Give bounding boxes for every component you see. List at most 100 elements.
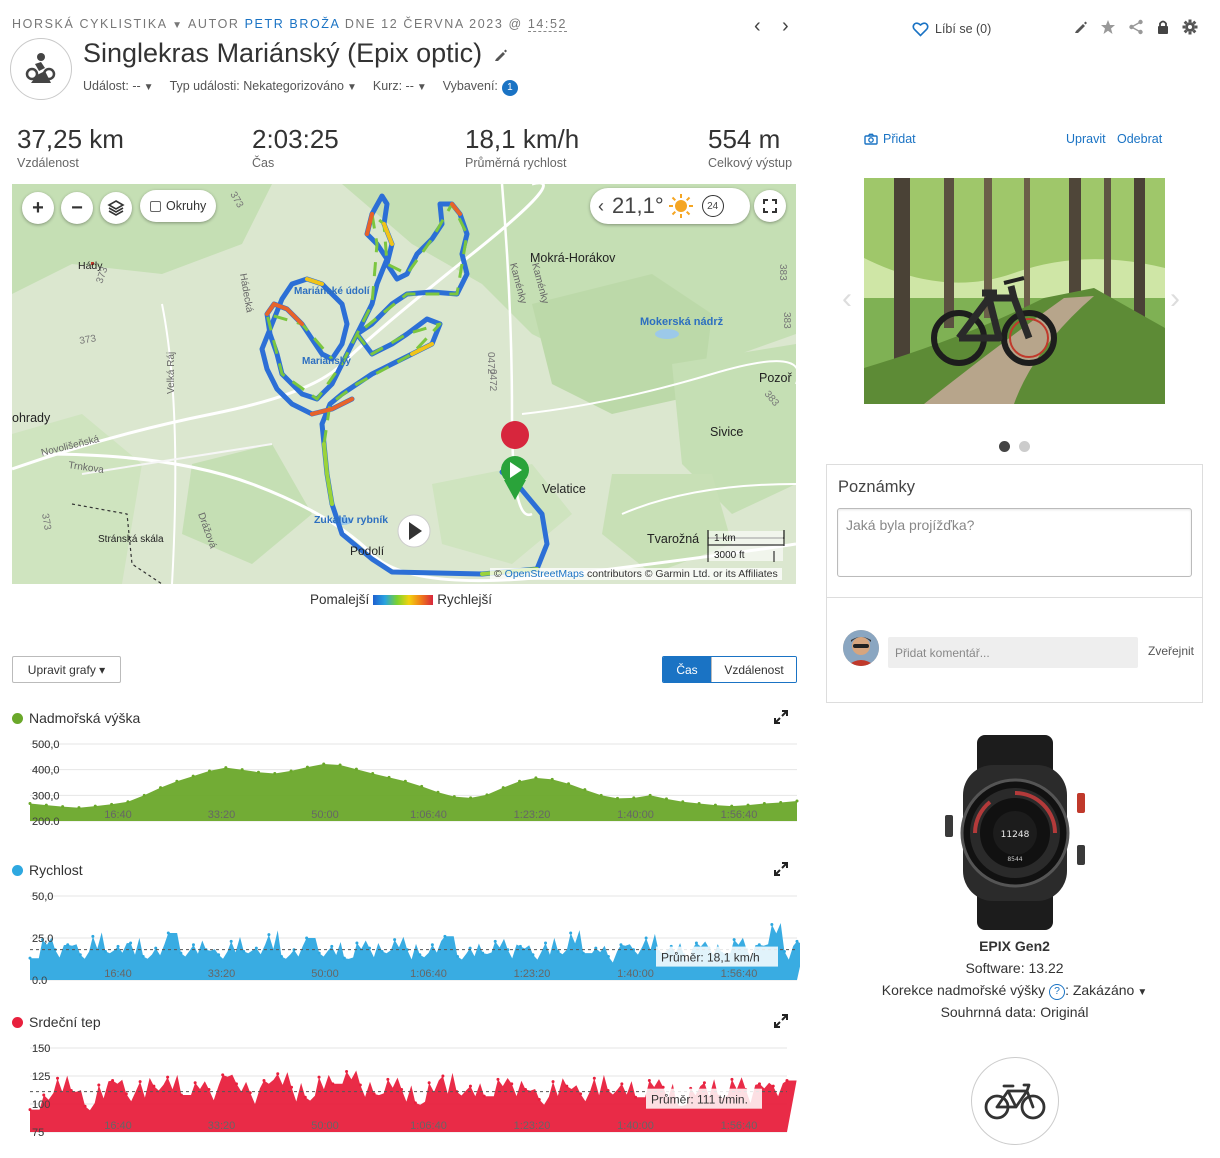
activity-category[interactable]: HORSKÁ CYKLISTIKA xyxy=(12,17,168,31)
route-map[interactable]: Hády Mokrá-Horákov Mokerská nádrž Pozoř … xyxy=(12,184,796,584)
data-point xyxy=(771,1084,775,1088)
map-label: 0472 xyxy=(485,352,496,375)
help-icon[interactable]: ? xyxy=(1049,984,1066,1000)
data-point xyxy=(569,931,573,935)
elevation-chart[interactable]: 500,0400,0300,0200,0500,0400,0300,0200,0… xyxy=(0,735,800,825)
pencil-icon[interactable] xyxy=(1074,20,1088,34)
photo-pager-dot[interactable] xyxy=(1019,441,1030,452)
average-label-bg xyxy=(656,946,778,967)
category-caret-icon[interactable]: ▼ xyxy=(172,20,184,31)
notes-textarea[interactable]: Jaká byla projížďka? xyxy=(837,508,1192,577)
course-dropdown[interactable]: Kurz: -- ▼ xyxy=(373,79,427,96)
laps-checkbox[interactable] xyxy=(150,200,161,212)
star-icon[interactable] xyxy=(1100,19,1116,35)
data-point xyxy=(141,954,145,958)
event-dropdown[interactable]: Událost: -- ▼ xyxy=(83,79,154,96)
gear-icon[interactable] xyxy=(1182,19,1198,35)
data-point xyxy=(583,788,587,792)
photo-pager-dot[interactable] xyxy=(999,441,1010,452)
activity-title[interactable]: Singlekras Mariánský (Epix optic) xyxy=(83,38,483,68)
heart-icon xyxy=(912,22,929,37)
photo-next-icon[interactable]: › xyxy=(1170,282,1180,315)
stat-label: Průměrná rychlost xyxy=(465,156,567,170)
expand-chart-icon[interactable] xyxy=(774,1014,788,1028)
zoom-out-button[interactable]: − xyxy=(61,192,93,224)
notes-card xyxy=(826,464,1203,598)
toggle-time[interactable]: Čas xyxy=(663,657,711,682)
x-tick-label: 1:40:00 xyxy=(617,809,654,821)
previous-activity-icon[interactable]: ‹ xyxy=(754,15,761,37)
data-point xyxy=(191,943,195,947)
data-point xyxy=(441,1074,445,1078)
edit-charts-button[interactable]: Upravit grafy ▾ xyxy=(12,656,121,683)
activity-photo[interactable] xyxy=(864,178,1165,404)
stat-distance: 37,25 km Vzdálenost xyxy=(17,124,124,170)
data-point xyxy=(681,800,685,804)
data-point xyxy=(427,1081,431,1085)
weather-widget[interactable]: ‹ 21,1° 24 xyxy=(590,188,750,224)
next-activity-icon[interactable]: › xyxy=(782,15,789,37)
stat-value: 37,25 km xyxy=(17,124,124,154)
gear-dropdown[interactable]: Vybavení: 1 xyxy=(443,79,518,96)
data-point xyxy=(28,956,32,960)
map-label: 0472 xyxy=(487,369,498,392)
fullscreen-map-button[interactable] xyxy=(754,190,786,222)
map-label: Hády xyxy=(78,260,103,272)
data-point xyxy=(496,1077,500,1081)
data-point xyxy=(229,939,233,943)
map-canvas[interactable]: Hády Mokrá-Horákov Mokerská nádrž Pozoř … xyxy=(12,184,796,584)
event-label: Událost: -- xyxy=(83,79,141,93)
event-type-dropdown[interactable]: Typ události: Nekategorizováno ▼ xyxy=(170,79,357,96)
data-point xyxy=(166,1075,170,1079)
comment-input[interactable]: Přidat komentář... xyxy=(888,637,1138,668)
data-point xyxy=(331,1082,335,1086)
data-point xyxy=(28,1108,32,1112)
author-link[interactable]: PETR BROŽA xyxy=(244,17,340,31)
x-axis-toggle: Čas Vzdálenost xyxy=(662,656,797,683)
data-point xyxy=(713,803,717,807)
data-point xyxy=(276,1072,280,1076)
data-point xyxy=(380,949,384,953)
osm-link[interactable]: OpenStreetMaps xyxy=(504,568,585,580)
laps-toggle[interactable]: Okruhy xyxy=(140,190,217,222)
data-point xyxy=(354,767,358,771)
author-prefix: AUTOR xyxy=(188,17,240,31)
stat-label: Celkový výstup xyxy=(708,156,793,170)
elevation-dot xyxy=(12,712,23,724)
bike-gear-avatar[interactable] xyxy=(971,1057,1059,1145)
x-tick-label: 1:06:40 xyxy=(410,968,447,980)
stat-label: Vzdálenost xyxy=(17,156,79,170)
chevron-left-icon[interactable]: ‹ xyxy=(598,195,604,216)
data-point xyxy=(28,802,32,806)
expand-chart-icon[interactable] xyxy=(774,710,788,724)
add-photo-button[interactable]: Přidat xyxy=(864,132,916,146)
activity-date: DNE 12 ČERVNA 2023 @ xyxy=(344,17,523,31)
expand-chart-icon[interactable] xyxy=(774,862,788,876)
course-label: Kurz: -- xyxy=(372,79,414,93)
hours-badge[interactable]: 24 xyxy=(701,195,724,217)
data-point xyxy=(413,1101,417,1105)
toggle-distance[interactable]: Vzdálenost xyxy=(711,657,796,682)
share-icon[interactable] xyxy=(1128,19,1144,35)
remove-photo-link[interactable]: Odebrat xyxy=(1117,132,1163,146)
data-point xyxy=(702,1081,706,1085)
activity-time[interactable]: 14:52 xyxy=(527,17,568,32)
speed-chart[interactable]: 50,025,00,050,025,00,016:4033:2050:001:0… xyxy=(0,888,800,984)
data-point xyxy=(166,931,170,935)
heart-rate-chart[interactable]: 150125100751501251007516:4033:2050:001:0… xyxy=(0,1040,800,1136)
x-tick-label: 1:06:40 xyxy=(410,1120,447,1132)
zoom-in-button[interactable]: + xyxy=(22,192,54,224)
x-tick-label: 16:40 xyxy=(104,968,132,980)
pencil-icon[interactable] xyxy=(494,48,508,62)
like-button[interactable]: Líbí se (0) xyxy=(912,21,991,37)
edit-photo-link[interactable]: Upravit xyxy=(1066,132,1106,146)
lock-icon[interactable] xyxy=(1156,19,1170,35)
map-layers-button[interactable] xyxy=(100,192,132,224)
edit-charts-label: Upravit grafy ▾ xyxy=(27,662,106,677)
elevation-correction-dropdown[interactable]: Zakázáno ▼ xyxy=(1073,982,1147,998)
legend-slow-label: Pomalejší xyxy=(310,592,370,607)
data-point xyxy=(77,806,81,810)
activity-type-avatar xyxy=(10,38,72,100)
photo-prev-icon[interactable]: ‹ xyxy=(842,282,852,315)
publish-button[interactable]: Zveřejnit xyxy=(1148,644,1195,658)
